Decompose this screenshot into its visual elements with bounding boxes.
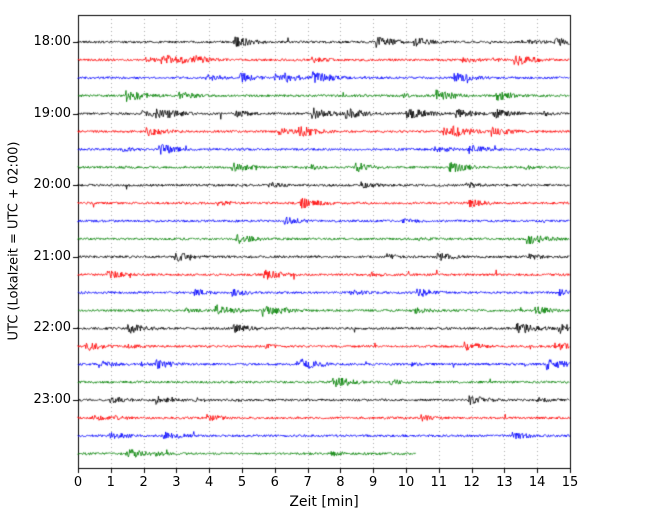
y-tick-label: 18:00 — [33, 34, 71, 49]
x-axis-label: Zeit [min] — [289, 494, 359, 510]
y-tick-label: 21:00 — [33, 248, 71, 264]
x-tick-label: 8 — [336, 475, 345, 490]
x-tick-label: 12 — [463, 475, 480, 490]
x-tick-label: 5 — [237, 475, 247, 490]
x-tick-label: 14 — [528, 475, 546, 490]
x-tick-label: 7 — [303, 475, 312, 490]
y-tick-label: 22:00 — [33, 320, 71, 336]
y-tick-label: 19:00 — [33, 105, 71, 121]
x-tick-label: 0 — [73, 475, 83, 490]
y-axis-label: UTC (Lokalzeit = UTC + 02:00) — [6, 141, 22, 341]
x-tick-label: 9 — [369, 475, 378, 490]
x-tick-label: 11 — [430, 475, 448, 490]
x-tick-label: 6 — [270, 475, 279, 490]
x-tick-label: 10 — [397, 475, 415, 490]
x-tick-label: 13 — [496, 475, 513, 490]
x-tick-label: 3 — [172, 475, 181, 490]
y-tick-label: 23:00 — [33, 392, 71, 407]
x-tick-label: 4 — [205, 475, 214, 490]
x-tick-label: 15 — [561, 475, 579, 490]
x-tick-label: 2 — [139, 475, 148, 490]
y-tick-label: 20:00 — [33, 177, 71, 193]
x-tick-label: 1 — [106, 475, 115, 490]
